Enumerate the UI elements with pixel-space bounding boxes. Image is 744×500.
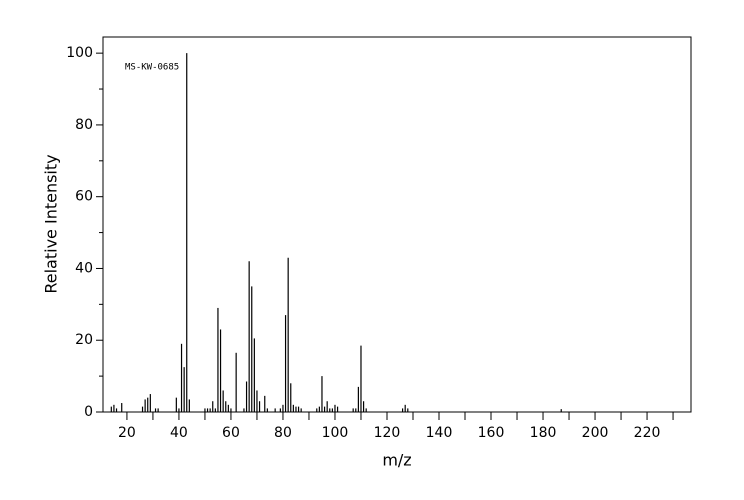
y-tick-label: 60	[75, 189, 93, 205]
x-tick-label: 40	[170, 425, 188, 441]
y-tick-label: 80	[75, 117, 93, 133]
y-tick-label: 20	[75, 332, 93, 348]
x-tick-label: 200	[582, 425, 609, 441]
x-tick-label: 120	[374, 425, 401, 441]
y-tick-label: 0	[84, 404, 93, 420]
y-tick-label: 100	[66, 45, 93, 61]
x-tick-label: 60	[222, 425, 240, 441]
x-tick-label: 140	[426, 425, 453, 441]
x-tick-label: 180	[530, 425, 557, 441]
x-tick-label: 220	[634, 425, 661, 441]
plot-frame	[102, 36, 692, 413]
x-tick-label: 160	[478, 425, 505, 441]
x-tick-label: 80	[274, 425, 292, 441]
x-tick-label: 100	[322, 425, 349, 441]
annotation: MS-KW-0685	[125, 63, 179, 73]
x-tick-label: 20	[118, 425, 136, 441]
x-axis-label: m/z	[382, 451, 411, 470]
y-tick-label: 40	[75, 260, 93, 276]
y-axis-label: Relative Intensity	[42, 154, 61, 293]
